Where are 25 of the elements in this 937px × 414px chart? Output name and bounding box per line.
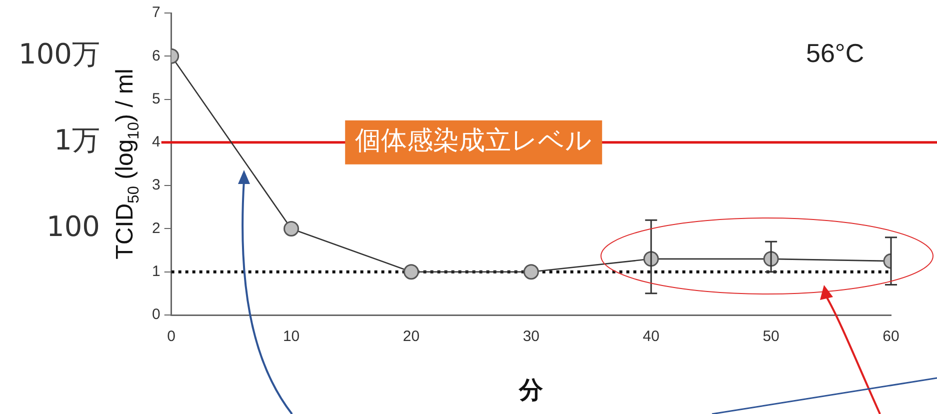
text: 100万 <box>18 37 100 70</box>
x-tick-label: 40 <box>642 328 660 346</box>
y-axis-title: TCID50 (log10) / ml <box>112 68 143 260</box>
y-tick-label: 3 <box>152 176 160 194</box>
y-tick-label: 0 <box>152 306 160 324</box>
x-tick-label: 50 <box>762 328 780 346</box>
x-tick-label: 10 <box>282 328 300 346</box>
y-tick-label: 6 <box>152 47 160 64</box>
x-tick-label: 60 <box>882 328 900 346</box>
point <box>523 264 539 280</box>
point <box>403 264 419 280</box>
x-tick-label: 20 <box>402 328 420 346</box>
text: 100 <box>46 210 100 243</box>
x-axis-title: 分 <box>518 376 544 404</box>
text: 1万 <box>54 124 100 157</box>
y-tick-label: 5 <box>152 90 160 108</box>
y-tick-label: 2 <box>152 220 160 237</box>
x-tick-label: 0 <box>167 328 176 346</box>
y-tick-label: 7 <box>152 4 160 22</box>
annotation: 56°C <box>806 38 864 68</box>
ref-line-label: 個体感染成立レベル <box>355 126 592 156</box>
y-tick-label: 1 <box>152 263 160 280</box>
y-tick-label: 4 <box>152 134 160 151</box>
point <box>284 220 300 236</box>
x-tick-label: 30 <box>522 328 540 346</box>
